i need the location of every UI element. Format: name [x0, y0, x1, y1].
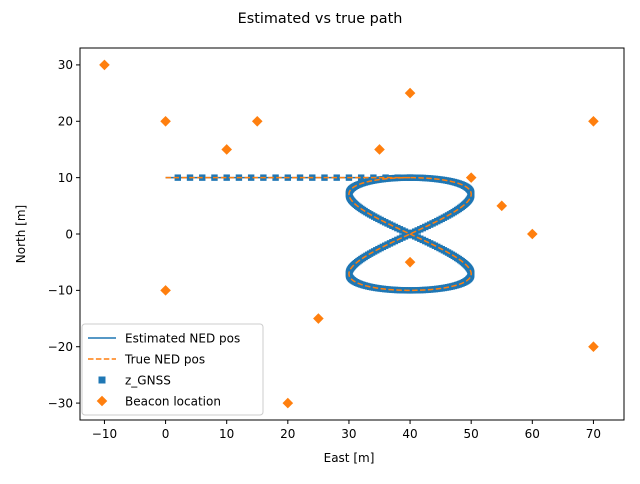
beacon-marker [527, 228, 538, 240]
x-tick-label: 0 [162, 427, 170, 441]
beacon-marker [251, 115, 263, 127]
beacon-series [99, 59, 599, 409]
true-ned-pos-line [165, 176, 472, 292]
y-tick-label: −20 [48, 340, 73, 354]
legend-label-estimated: Estimated NED pos [125, 331, 240, 345]
legend-label-gnss: z_GNSS [125, 373, 171, 387]
beacon-marker [313, 313, 324, 324]
z-gnss-marker [247, 174, 255, 181]
z-gnss-marker [223, 174, 230, 181]
beacon-marker [221, 144, 232, 155]
beacon-marker [588, 341, 599, 353]
x-axis-label: East [m] [324, 451, 375, 465]
beacon-marker [160, 115, 171, 127]
legend: Estimated NED pos True NED pos z_GNSS Beaco… [81, 323, 264, 416]
beacon-marker [282, 397, 294, 409]
beacon-marker [160, 285, 171, 296]
legend-beacon-handle [96, 395, 108, 407]
x-tick-label: 70 [586, 427, 601, 441]
y-tick-label: −30 [48, 396, 73, 410]
beacon-marker [404, 87, 416, 99]
beacon-marker [496, 200, 508, 212]
z-gnss-marker [272, 174, 279, 181]
x-tick-label: 50 [464, 427, 479, 441]
x-tick-label: 30 [341, 427, 356, 441]
legend-label-beacon: Beacon location [125, 394, 221, 408]
beacon-marker [588, 115, 599, 127]
y-tick-label: 10 [58, 171, 73, 185]
z-gnss-marker [357, 174, 365, 181]
legend-label-true: True NED pos [124, 352, 205, 366]
x-tick-label: 10 [219, 427, 234, 441]
beacon-marker [374, 144, 385, 155]
z-gnss-marker [382, 174, 389, 181]
beacon-marker [465, 172, 477, 183]
chart-title: Estimated vs true path [238, 11, 403, 27]
x-tick-label: −10 [92, 427, 117, 441]
beacon-marker [404, 256, 416, 268]
x-tick-label: 40 [402, 427, 417, 441]
x-tick-label: 20 [280, 427, 295, 441]
y-tick-label: 30 [58, 58, 73, 72]
y-axis: −30 −20 −10 0 10 20 30 [48, 58, 80, 410]
y-tick-label: 0 [65, 227, 73, 241]
y-tick-label: 20 [58, 115, 73, 129]
legend-box [81, 323, 264, 416]
y-tick-label: −10 [48, 284, 73, 298]
data-layer [99, 59, 599, 409]
legend-gnss-handle [98, 376, 106, 384]
x-tick-label: 60 [525, 427, 540, 441]
y-axis-label: North [m] [14, 205, 28, 263]
x-axis: −10 0 10 20 30 40 50 60 70 [92, 420, 601, 441]
beacon-marker [99, 59, 110, 71]
